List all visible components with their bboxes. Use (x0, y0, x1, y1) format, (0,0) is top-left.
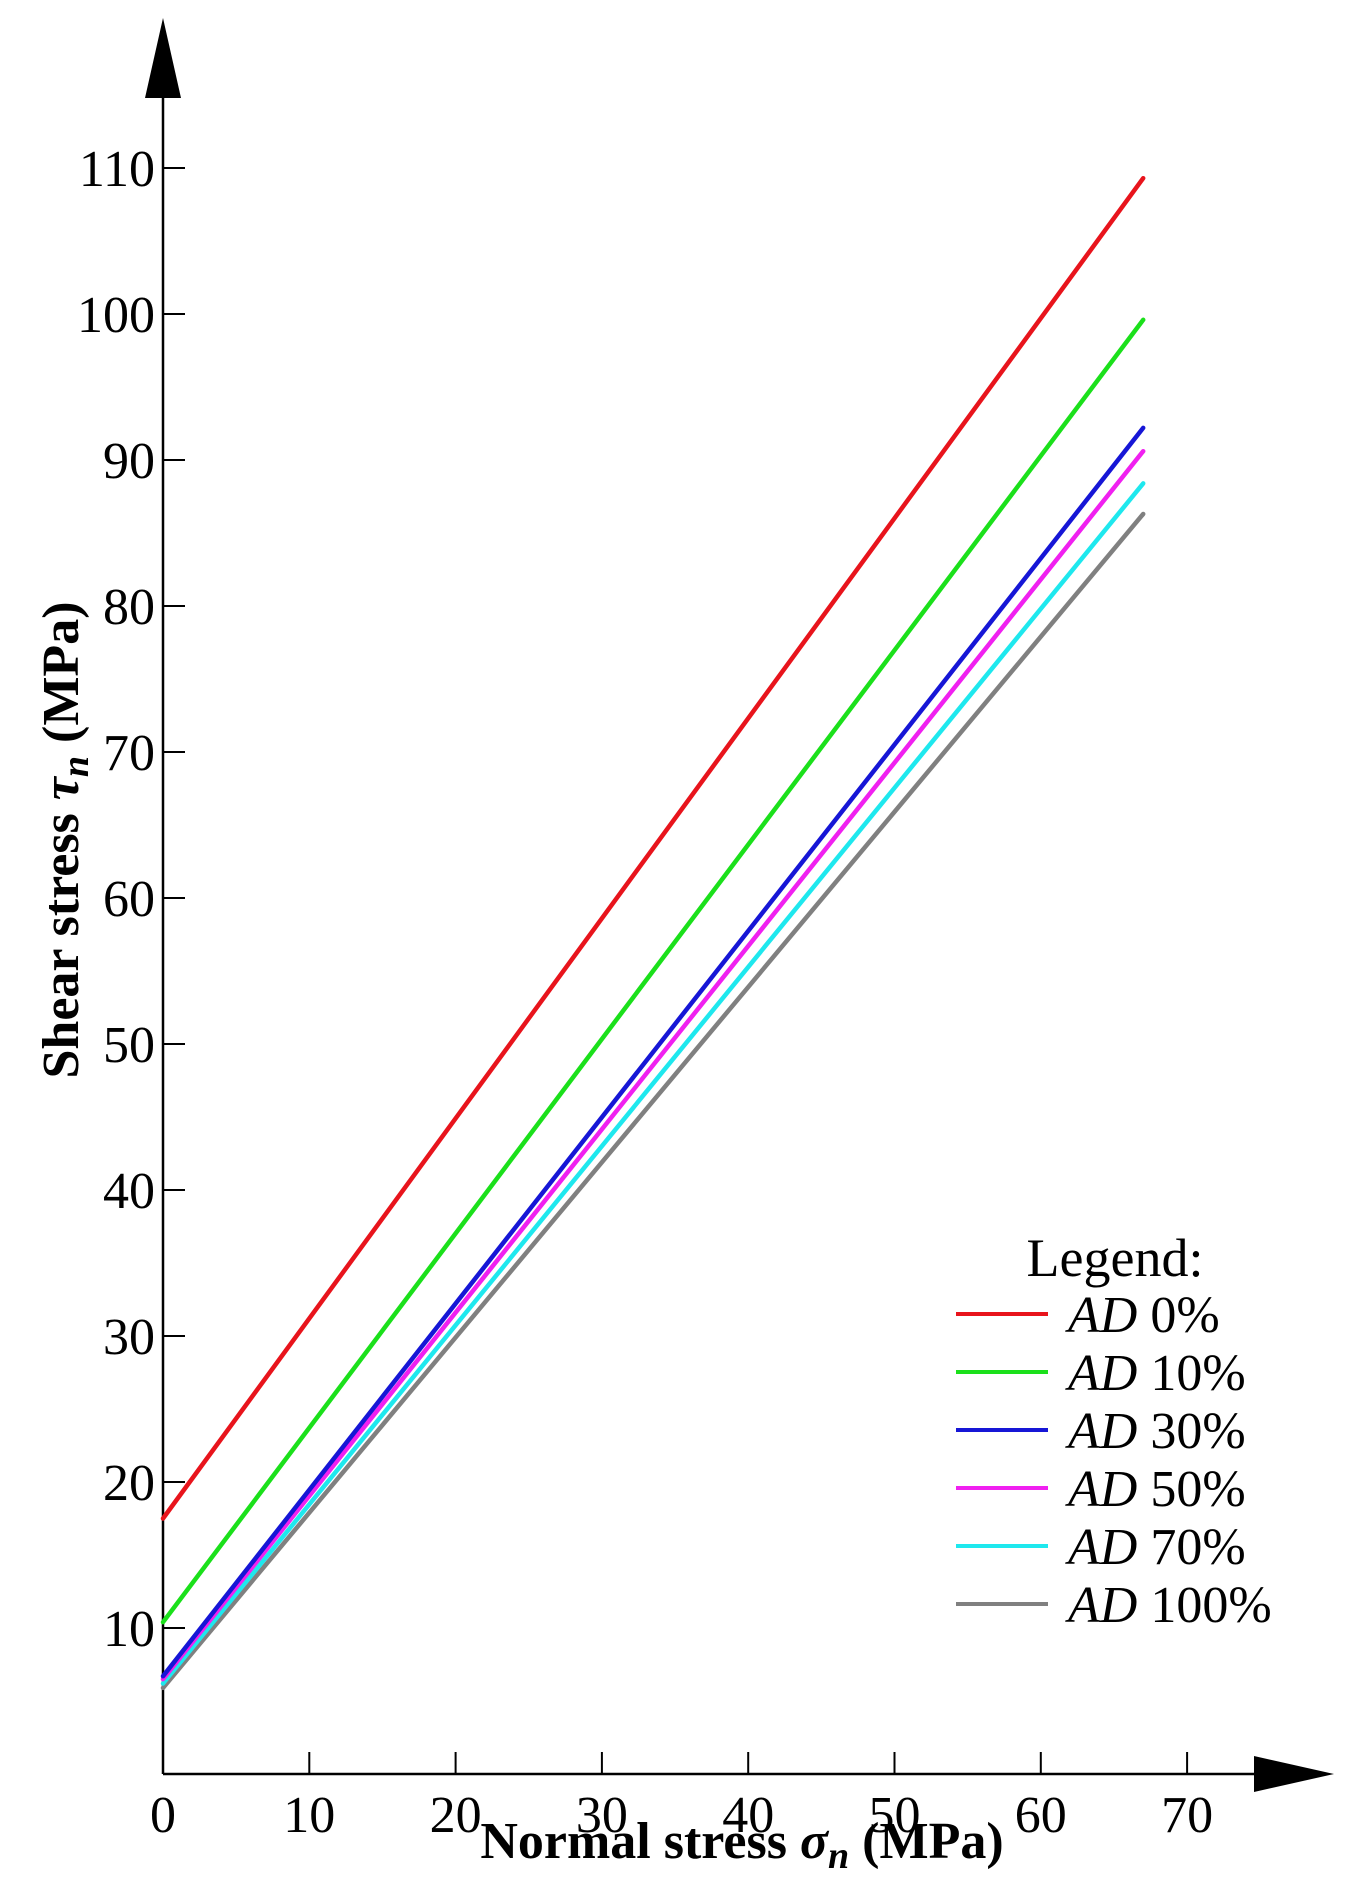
y-tick-label: 30 (103, 1309, 155, 1366)
x-tick-label: 30 (576, 1787, 628, 1844)
y-tick-label: 110 (79, 141, 155, 198)
series-line (160, 481, 1146, 1686)
x-tick-label: 0 (150, 1787, 176, 1844)
x-tick-label: 50 (869, 1787, 921, 1844)
y-tick-label: 40 (103, 1163, 155, 1220)
legend: Legend: AD 0%AD 10%AD 30%AD 50%AD 70%AD … (956, 1228, 1272, 1634)
y-axis-arrow (145, 18, 181, 98)
y-tick-label: 20 (103, 1455, 155, 1512)
x-tick-label: 40 (722, 1787, 774, 1844)
legend-title: Legend: (1027, 1228, 1204, 1288)
y-tick-label: 70 (103, 725, 155, 782)
legend-entry: AD 0% (1065, 1287, 1220, 1344)
y-tick-label: 80 (103, 579, 155, 636)
legend-entry: AD 100% (1065, 1577, 1272, 1634)
y-tick-label: 100 (77, 287, 155, 344)
x-tick-label: 10 (283, 1787, 335, 1844)
series-line (160, 425, 1146, 1679)
series-line (160, 511, 1146, 1691)
series-layer (160, 175, 1146, 1691)
y-axis-title: Shear stress τn (MPa) (33, 601, 97, 1078)
x-axis-title: Normal stress σn (MPa) (480, 1813, 1003, 1877)
y-tick-label: 60 (103, 871, 155, 928)
ticks-layer: 0 10 20 30 40 50 60 70 10 20 30 40 50 60 70 80 90 100 110 (77, 141, 1213, 1844)
y-tick-label: 90 (103, 433, 155, 490)
x-tick-label: 70 (1161, 1787, 1213, 1844)
x-axis-arrow (1254, 1756, 1334, 1792)
x-tick-label: 60 (1015, 1787, 1067, 1844)
y-tick-label: 50 (103, 1017, 155, 1074)
series-line (160, 175, 1146, 1521)
legend-entry: AD 50% (1065, 1461, 1246, 1518)
series-line (160, 317, 1146, 1625)
y-tick-label: 10 (103, 1601, 155, 1658)
legend-entry: AD 70% (1065, 1519, 1246, 1576)
legend-entry: AD 10% (1065, 1345, 1246, 1402)
series-line (160, 448, 1146, 1682)
axes (145, 18, 1334, 1792)
x-tick-label: 20 (430, 1787, 482, 1844)
labels-layer: Shear stress τn (MPa) Normal stress σn (… (33, 601, 1004, 1877)
legend-entry: AD 30% (1065, 1403, 1246, 1460)
